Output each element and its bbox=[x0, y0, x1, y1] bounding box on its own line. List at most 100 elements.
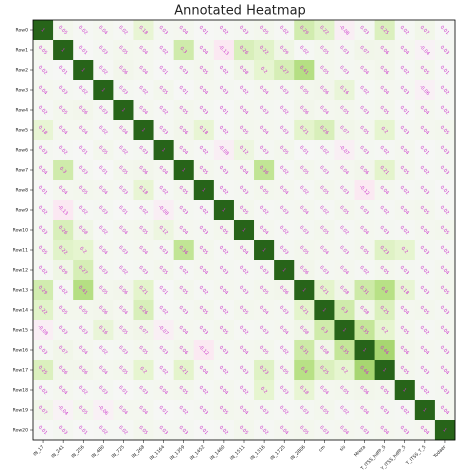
cell-annotation: 0.02 bbox=[218, 425, 230, 437]
cell-annotation: 0.02 bbox=[37, 65, 49, 77]
heatmap-cell bbox=[173, 60, 195, 81]
heatmap-cell bbox=[274, 400, 295, 421]
heatmap-cell bbox=[334, 360, 355, 381]
cell-annotation: 0.02 bbox=[298, 45, 310, 57]
heatmap-cell bbox=[33, 360, 54, 381]
heatmap-cell bbox=[153, 100, 174, 121]
heatmap-cell bbox=[53, 120, 74, 141]
cell-annotation: 0.03 bbox=[77, 325, 89, 337]
cell-annotation: 0.21 bbox=[379, 165, 391, 177]
cell-annotation: 0.27 bbox=[77, 265, 89, 277]
heatmap-cell bbox=[113, 120, 134, 141]
y-tick-label: Row15 bbox=[13, 328, 28, 334]
heatmap-cell bbox=[414, 60, 436, 81]
x-tick-label: sis bbox=[338, 444, 347, 453]
heatmap-cell bbox=[274, 260, 295, 281]
heatmap-cell bbox=[434, 20, 456, 41]
cell-annotation: 0.04 bbox=[117, 305, 129, 317]
cell-annotation: 0.02 bbox=[238, 265, 250, 277]
heatmap-cell bbox=[53, 40, 74, 61]
heatmap-cell bbox=[133, 280, 154, 301]
heatmap-cell bbox=[173, 260, 195, 281]
heatmap-cell bbox=[374, 280, 396, 301]
heatmap-cell bbox=[93, 180, 114, 201]
heatmap-cell bbox=[173, 220, 195, 241]
heatmap-cell bbox=[133, 340, 154, 361]
heatmap-cell bbox=[294, 280, 315, 301]
cell-annotation: 0.03 bbox=[399, 85, 411, 97]
cell-annotation: 0.46 bbox=[358, 365, 370, 377]
heatmap-cell bbox=[153, 380, 174, 401]
heatmap-cell bbox=[374, 100, 396, 121]
heatmap-cell bbox=[93, 120, 114, 141]
heatmap-cell bbox=[193, 180, 215, 201]
heatmap-cell bbox=[314, 240, 335, 261]
cell-annotation: 1 bbox=[240, 227, 246, 233]
heatmap-cell bbox=[254, 180, 275, 201]
y-tick-label: Row8 bbox=[16, 188, 29, 194]
heatmap-cell bbox=[73, 200, 94, 221]
cell-annotation: 0.02 bbox=[399, 25, 411, 37]
y-tick-label: Row2 bbox=[16, 68, 29, 74]
heatmap-cell bbox=[93, 40, 114, 61]
heatmap-cell bbox=[33, 60, 54, 81]
cell-annotation: 0.03 bbox=[419, 285, 431, 297]
heatmap-cell bbox=[274, 100, 295, 121]
heatmap-cell bbox=[434, 140, 456, 161]
heatmap-cell bbox=[374, 320, 396, 341]
cell-annotation: 0.05 bbox=[178, 285, 190, 297]
heatmap-cell bbox=[254, 80, 275, 101]
cell-annotation: 0.21 bbox=[298, 305, 310, 317]
heatmap-cell bbox=[213, 120, 235, 141]
heatmap-cell bbox=[254, 200, 275, 221]
heatmap-cell bbox=[233, 380, 255, 401]
cell-annotation: 0.05 bbox=[399, 365, 411, 377]
cell-annotation: 0.03 bbox=[399, 425, 411, 437]
cell-annotation: 0.02 bbox=[97, 65, 109, 77]
cell-annotation: 0.03 bbox=[137, 145, 149, 157]
heatmap-cell bbox=[73, 60, 94, 81]
cell-annotation: 0.04 bbox=[379, 425, 391, 437]
heatmap-cell bbox=[33, 200, 54, 221]
heatmap-cell bbox=[153, 220, 174, 241]
heatmap-cell bbox=[394, 420, 416, 441]
cell-annotation: 0.21 bbox=[318, 285, 330, 297]
heatmap-cell bbox=[213, 40, 235, 61]
y-tick-label: Row7 bbox=[16, 168, 29, 174]
heatmap-cell bbox=[93, 160, 114, 181]
cell-annotation: 0.02 bbox=[57, 145, 69, 157]
cell-annotation: 0.06 bbox=[178, 345, 190, 357]
heatmap-cell bbox=[434, 320, 456, 341]
cell-annotation: 0.05 bbox=[238, 425, 250, 437]
x-tick-label: IN_268 bbox=[131, 444, 147, 460]
heatmap-cell bbox=[354, 220, 375, 241]
cell-annotation: 0.05 bbox=[318, 65, 330, 77]
cell-annotation: 0.03 bbox=[399, 125, 411, 137]
cell-annotation: 0.05 bbox=[318, 45, 330, 57]
y-tick-label: Row12 bbox=[13, 268, 28, 274]
cell-annotation: 0.05 bbox=[439, 225, 451, 237]
cell-annotation: 0.03 bbox=[218, 165, 230, 177]
heatmap-cell bbox=[93, 320, 114, 341]
heatmap-cell bbox=[414, 300, 436, 321]
cell-annotation: 1 bbox=[220, 207, 226, 213]
cell-annotation: 0.03 bbox=[419, 365, 431, 377]
cell-annotation: 0.08 bbox=[338, 285, 350, 297]
cell-annotation: 0.05 bbox=[137, 225, 149, 237]
heatmap-cell bbox=[53, 140, 74, 161]
y-tick-label: Row9 bbox=[16, 208, 29, 214]
heatmap-cell bbox=[73, 240, 94, 261]
heatmap-cell bbox=[233, 180, 255, 201]
heatmap-cell bbox=[193, 220, 215, 241]
cell-annotation: 0.04 bbox=[439, 405, 451, 417]
heatmap-cell bbox=[113, 20, 134, 41]
heatmap-cell bbox=[173, 340, 195, 361]
cell-annotation: 0.02 bbox=[218, 65, 230, 77]
heatmap-cell bbox=[354, 320, 375, 341]
heatmap-cell bbox=[414, 200, 436, 221]
cell-annotation: 0.03 bbox=[158, 25, 170, 37]
heatmap-cell bbox=[53, 180, 74, 201]
cell-annotation: 0.06 bbox=[318, 85, 330, 97]
cell-annotation: 0.02 bbox=[419, 165, 431, 177]
cell-annotation: 0.04 bbox=[338, 265, 350, 277]
